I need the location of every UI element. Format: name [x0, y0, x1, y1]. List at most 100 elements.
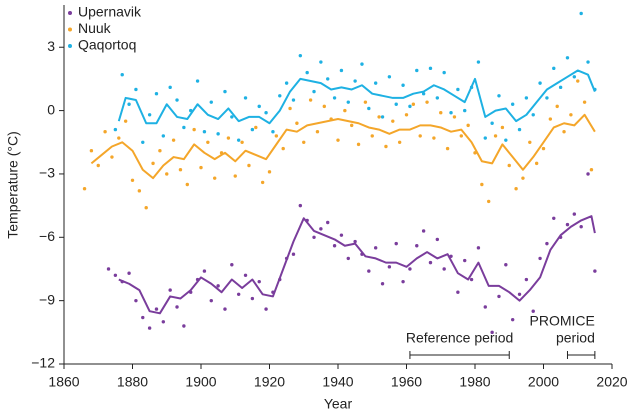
data-point	[117, 136, 121, 140]
data-point	[421, 229, 426, 233]
data-point	[394, 241, 398, 246]
data-point	[298, 203, 303, 208]
data-point	[168, 288, 172, 292]
data-point	[391, 119, 395, 123]
data-point	[350, 123, 354, 128]
period-label: period	[556, 330, 595, 346]
data-point	[507, 163, 511, 168]
data-point	[223, 307, 227, 311]
data-point	[130, 178, 135, 182]
data-point	[541, 146, 546, 151]
data-point	[380, 282, 385, 286]
data-point	[216, 132, 220, 136]
data-point	[370, 134, 374, 138]
data-point	[147, 326, 152, 330]
y-tick-label: −6	[39, 228, 55, 244]
data-point	[428, 66, 433, 71]
data-point	[141, 315, 145, 320]
data-point	[367, 269, 371, 273]
data-point	[123, 119, 128, 123]
data-point	[456, 87, 460, 92]
data-point	[264, 307, 268, 311]
data-point	[326, 220, 330, 225]
data-point	[531, 113, 535, 117]
data-point	[497, 294, 501, 299]
data-point	[377, 115, 381, 119]
data-point	[459, 134, 463, 138]
data-point	[288, 106, 292, 111]
data-point	[236, 138, 241, 142]
data-point	[305, 70, 309, 75]
data-point	[332, 244, 337, 248]
data-point	[339, 68, 344, 73]
data-point	[463, 108, 467, 113]
data-point	[267, 170, 272, 174]
data-point	[199, 165, 203, 170]
data-point	[278, 94, 282, 98]
data-point	[96, 163, 100, 168]
data-point	[404, 113, 409, 117]
data-point	[230, 263, 234, 267]
x-tick-label: 2000	[528, 374, 559, 390]
data-point	[113, 127, 118, 132]
data-point	[421, 91, 426, 96]
data-point	[466, 123, 470, 128]
data-point	[264, 111, 268, 115]
data-point	[552, 66, 556, 71]
data-point	[298, 53, 303, 58]
x-tick-label: 1880	[117, 374, 148, 390]
data-point	[127, 102, 131, 106]
data-point	[319, 227, 323, 231]
data-point	[586, 172, 590, 176]
data-point	[504, 138, 508, 142]
data-point	[192, 127, 196, 132]
data-point	[555, 104, 559, 109]
data-point	[510, 102, 515, 106]
data-point	[411, 102, 416, 106]
data-point	[223, 89, 227, 94]
legend-marker	[68, 27, 72, 32]
data-point	[171, 138, 176, 142]
data-point	[353, 79, 357, 83]
data-point	[127, 271, 131, 275]
data-point	[161, 134, 166, 138]
y-axis-label: Temperature (°C)	[5, 131, 21, 239]
data-point	[346, 256, 350, 261]
data-point	[483, 305, 487, 309]
data-point	[415, 244, 419, 248]
data-point	[243, 96, 248, 100]
data-point	[319, 60, 323, 64]
data-point	[257, 279, 261, 284]
x-tick-label: 1860	[48, 374, 79, 390]
data-point	[271, 130, 275, 134]
data-point	[442, 267, 446, 271]
data-point	[456, 290, 460, 294]
data-point	[295, 121, 299, 125]
legend-label: Nuuk	[78, 20, 112, 36]
data-point	[565, 56, 570, 60]
data-point	[308, 98, 313, 102]
data-point	[182, 324, 186, 328]
data-point	[250, 296, 255, 301]
data-point	[343, 108, 347, 113]
data-point	[291, 98, 296, 102]
data-point	[562, 130, 566, 134]
trend-line	[117, 69, 596, 125]
data-point	[394, 102, 398, 106]
y-tick-label: 3	[47, 38, 55, 54]
data-point	[110, 155, 114, 159]
data-point	[226, 136, 231, 140]
data-point	[230, 115, 234, 119]
data-point	[360, 62, 364, 66]
data-point	[147, 113, 152, 117]
data-point	[418, 134, 422, 138]
data-point	[524, 277, 529, 282]
data-point	[120, 72, 124, 77]
y-tick-label: −9	[39, 291, 55, 307]
data-point	[302, 140, 306, 144]
data-point	[380, 115, 385, 119]
data-point	[243, 273, 248, 278]
data-point	[586, 60, 590, 64]
data-point	[493, 134, 498, 138]
